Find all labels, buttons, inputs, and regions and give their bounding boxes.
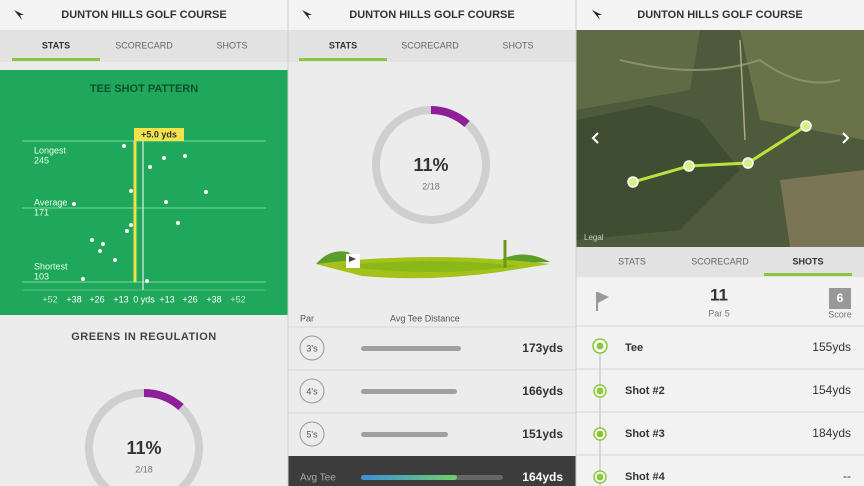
header-title: DUNTON HILLS GOLF COURSE [61, 9, 226, 21]
shot-dots [72, 144, 208, 283]
shot-distance: 184yds [812, 426, 851, 440]
ring-percent: 11% [413, 155, 448, 175]
par-label: 4's [306, 386, 318, 396]
tab-indicator [12, 58, 100, 61]
tab[interactable]: SHOTS [502, 40, 533, 50]
section-title: GREENS IN REGULATION [71, 331, 216, 343]
header-title: DUNTON HILLS GOLF COURSE [637, 9, 802, 21]
x-label: +38 [66, 294, 81, 304]
hole-par: Par 5 [708, 308, 730, 318]
row-value: 245 [34, 155, 49, 165]
x-label: +13 [113, 294, 128, 304]
gir-percent: 11% [126, 438, 161, 458]
screen-3: DUNTON HILLS GOLF COURSE Legal STATS SCO… [576, 0, 864, 486]
shot-label: Shot #3 [625, 428, 665, 440]
row-label: Average [34, 197, 67, 207]
tab[interactable]: SCORECARD [401, 40, 459, 50]
row-label: Shortest [34, 261, 68, 271]
offset-label: +5.0 yds [141, 129, 177, 139]
x-label: +26 [89, 294, 104, 304]
map-next[interactable] [842, 132, 850, 144]
tab[interactable]: STATS [329, 40, 357, 50]
section-title: TEE SHOT PATTERN [90, 83, 198, 95]
map: Legal [576, 30, 864, 247]
tab[interactable]: STATS [42, 40, 70, 50]
map-credit[interactable]: Legal [584, 233, 604, 242]
row-value: 103 [34, 271, 49, 281]
back-button[interactable] [592, 10, 602, 20]
ring-ratio: 2/18 [422, 181, 440, 191]
distance: 173yds [522, 341, 563, 355]
tab[interactable]: SCORECARD [691, 256, 749, 266]
screen-2: DUNTON HILLS GOLF COURSE STATS SCORECARD… [288, 0, 576, 486]
header-title: DUNTON HILLS GOLF COURSE [349, 9, 514, 21]
tee-shot-panel [0, 70, 288, 315]
x-label: +52 [230, 294, 245, 304]
hole-number: 11 [710, 285, 728, 304]
tab[interactable]: SCORECARD [115, 40, 173, 50]
column-header: Avg Tee Distance [390, 313, 460, 323]
tab[interactable]: SHOTS [216, 40, 247, 50]
hole-score: 6 [837, 291, 844, 305]
x-label: +13 [159, 294, 174, 304]
shot-label: Shot #4 [625, 471, 666, 483]
hole-illustration [316, 240, 550, 279]
column-header: Par [300, 313, 314, 323]
x-label: 0 yds [133, 294, 155, 304]
tab[interactable]: STATS [618, 256, 646, 266]
shot-label: Tee [625, 342, 643, 354]
tab[interactable]: SHOTS [792, 256, 823, 266]
gir-ratio: 2/18 [135, 464, 153, 474]
back-button[interactable] [14, 10, 24, 20]
back-button[interactable] [302, 10, 312, 20]
distance: 151yds [522, 427, 563, 441]
screen-1: DUNTON HILLS GOLF COURSE STATS SCORECARD… [0, 0, 288, 486]
distance: 166yds [522, 384, 563, 398]
x-label: +26 [182, 294, 197, 304]
shot-distance: 155yds [812, 340, 851, 354]
shot-label: Shot #2 [625, 385, 665, 397]
header [0, 0, 288, 30]
footer-label: Avg Tee [300, 473, 336, 484]
par-label: 3's [306, 343, 318, 353]
row-value: 171 [34, 207, 49, 217]
row-label: Longest [34, 145, 67, 155]
score-label: Score [828, 309, 852, 319]
shot-distance: 154yds [812, 383, 851, 397]
shot-distance: -- [843, 469, 851, 483]
x-label: +52 [42, 294, 57, 304]
footer-value: 164yds [522, 470, 563, 484]
map-prev[interactable] [591, 132, 599, 144]
x-label: +38 [206, 294, 221, 304]
par-label: 5's [306, 429, 318, 439]
